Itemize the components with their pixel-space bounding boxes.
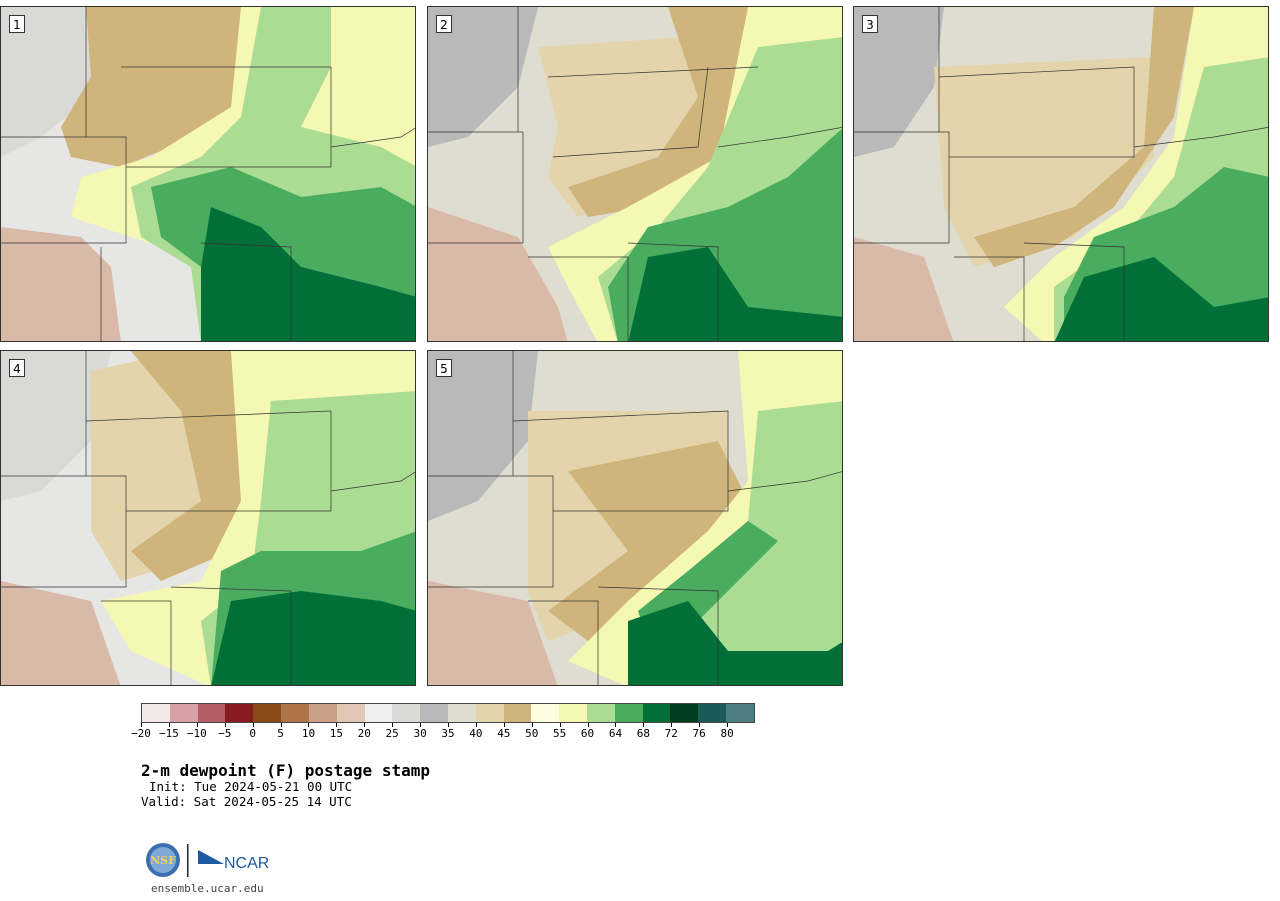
dewpoint-map-3 — [854, 7, 1268, 341]
colorbar-swatch — [308, 704, 337, 722]
colorbar-tick — [420, 723, 422, 727]
panel-number: 4 — [9, 359, 25, 377]
colorbar-tick — [448, 723, 449, 727]
colorbar-tick-label: 35 — [441, 727, 455, 740]
dewpoint-map-4 — [1, 351, 415, 685]
colorbar-ticks: −20 −15 −10 −5 0 5 10 15 20 25 30 35 40 45 50 55 60 64 68 7… — [131, 723, 755, 743]
colorbar-swatch — [392, 704, 421, 722]
panel-number: 1 — [9, 15, 25, 33]
colorbar-tick — [280, 723, 282, 727]
colorbar-swatch — [447, 704, 476, 722]
colorbar-tick-label: −15 — [158, 727, 179, 740]
colorbar-tick — [168, 723, 170, 727]
colorbar-tick — [224, 723, 226, 727]
colorbar — [141, 703, 755, 723]
nsf-logo: NSF — [146, 843, 180, 877]
colorbar-swatch — [475, 704, 504, 722]
colorbar-swatch — [225, 704, 254, 722]
chart-title: 2-m dewpoint (F) postage stamp — [141, 761, 430, 780]
dewpoint-map-1 — [1, 7, 415, 341]
colorbar-tick-label: 45 — [497, 727, 511, 740]
colorbar-tick — [196, 723, 198, 727]
colorbar-tick-label: −10 — [186, 727, 207, 740]
colorbar-tick-label: 50 — [525, 727, 539, 740]
colorbar-tick — [141, 723, 142, 727]
logo-area: NSF NCAR — [144, 842, 284, 882]
colorbar-swatch — [587, 704, 615, 722]
map-panel-2: 2 — [427, 6, 843, 342]
colorbar-tick — [308, 723, 310, 727]
colorbar-tick-label: 10 — [301, 727, 316, 740]
ncar-logo: NCAR — [198, 850, 269, 872]
colorbar-tick — [364, 723, 366, 727]
colorbar-swatch — [642, 704, 671, 722]
colorbar-tick — [699, 723, 701, 727]
colorbar-swatch — [614, 704, 643, 722]
colorbar-tick-label: 80 — [720, 727, 734, 740]
site-url: ensemble.ucar.edu — [151, 882, 264, 895]
colorbar-swatch — [726, 704, 754, 722]
colorbar-tick — [671, 723, 673, 727]
colorbar-tick-label: 55 — [553, 727, 567, 740]
colorbar-tick — [336, 723, 338, 727]
colorbar-swatch — [698, 704, 727, 722]
nsf-logo-text: NSF — [150, 854, 176, 867]
colorbar-tick-label: 20 — [357, 727, 371, 740]
valid-time: Valid: Sat 2024-05-25 14 UTC — [141, 794, 352, 809]
colorbar-swatch — [197, 704, 226, 722]
ncar-logo-text: NCAR — [224, 855, 269, 872]
colorbar-tick — [587, 723, 589, 727]
map-panel-5: 5 — [427, 350, 843, 686]
colorbar-swatch — [420, 704, 448, 722]
colorbar-tick — [531, 723, 533, 727]
colorbar-tick — [252, 723, 254, 727]
colorbar-tick — [475, 723, 477, 727]
colorbar-tick-label: 25 — [385, 727, 399, 740]
colorbar-tick-label: 64 — [608, 727, 623, 740]
colorbar-swatch — [142, 704, 170, 722]
colorbar-tick-label: 30 — [413, 727, 427, 740]
colorbar-swatch — [336, 704, 365, 722]
colorbar-swatch — [169, 704, 198, 722]
colorbar-swatch — [531, 704, 560, 722]
dewpoint-map-2 — [428, 7, 842, 341]
colorbar-swatch — [364, 704, 393, 722]
map-panel-3: 3 — [853, 6, 1269, 342]
colorbar-tick-label: 40 — [469, 727, 483, 740]
colorbar-tick-label: −20 — [131, 727, 151, 740]
colorbar-swatch — [559, 704, 587, 722]
colorbar-tick — [727, 723, 729, 727]
panel-number: 5 — [436, 359, 452, 377]
colorbar-swatch — [281, 704, 309, 722]
colorbar-tick — [503, 723, 505, 727]
colorbar-tick-label: 72 — [664, 727, 678, 740]
panel-number: 2 — [436, 15, 452, 33]
colorbar-tick-label: 5 — [277, 727, 284, 740]
colorbar-tick-label: 0 — [249, 727, 256, 740]
map-panel-1: 1 — [0, 6, 416, 342]
colorbar-swatch — [253, 704, 282, 722]
colorbar-tick-label: 76 — [692, 727, 706, 740]
panel-number: 3 — [862, 15, 878, 33]
colorbar-swatch — [503, 704, 532, 722]
colorbar-tick — [615, 723, 617, 727]
colorbar-tick-label: 15 — [329, 727, 343, 740]
colorbar-tick-label: −5 — [218, 727, 232, 740]
colorbar-tick-label: 68 — [636, 727, 650, 740]
colorbar-swatch — [670, 704, 699, 722]
dewpoint-map-5 — [428, 351, 842, 685]
map-panel-4: 4 — [0, 350, 416, 686]
colorbar-tick — [559, 723, 561, 727]
colorbar-tick — [643, 723, 645, 727]
init-time: Init: Tue 2024-05-21 00 UTC — [149, 779, 353, 794]
colorbar-tick — [392, 723, 394, 727]
colorbar-tick-label: 60 — [580, 727, 595, 740]
